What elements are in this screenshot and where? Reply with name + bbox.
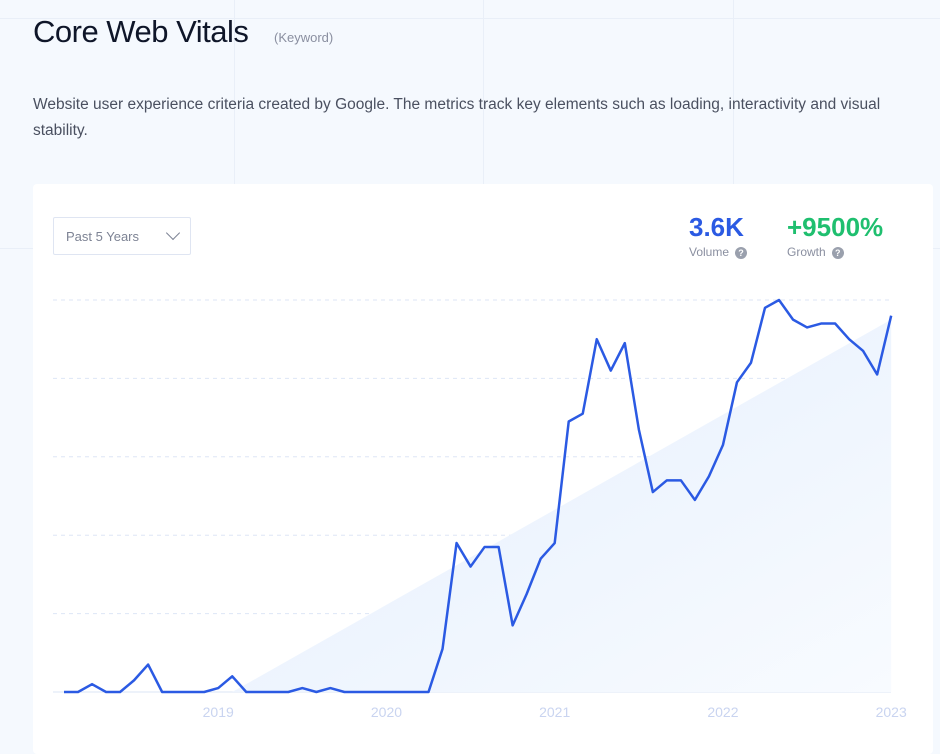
x-tick-label: 2021: [539, 704, 570, 720]
bg-grid: [0, 18, 940, 19]
growth-stat: +9500% Growth?: [787, 212, 883, 259]
help-icon[interactable]: ?: [831, 247, 844, 259]
keyword-tag: (Keyword): [274, 30, 334, 45]
series-line: [64, 298, 893, 694]
volume-value: 3.6K: [689, 212, 744, 242]
x-tick-label: 2019: [203, 704, 234, 720]
volume-label: Volume: [689, 245, 730, 259]
volume-stat: 3.6K Volume?: [689, 212, 748, 259]
description: Website user experience criteria created…: [33, 96, 881, 139]
range-dropdown[interactable]: Past 5 Years: [53, 217, 191, 255]
x-tick-label: 2022: [707, 704, 738, 720]
x-tick-label: 2023: [876, 704, 907, 720]
range-value: Past 5 Years: [66, 229, 139, 244]
page-title: Core Web Vitals: [33, 14, 249, 49]
help-icon[interactable]: ?: [735, 247, 748, 259]
growth-value: +9500%: [787, 212, 884, 242]
growth-label: Growth: [787, 245, 826, 259]
trend-area: [232, 319, 892, 692]
x-tick-label: 2020: [371, 704, 402, 720]
